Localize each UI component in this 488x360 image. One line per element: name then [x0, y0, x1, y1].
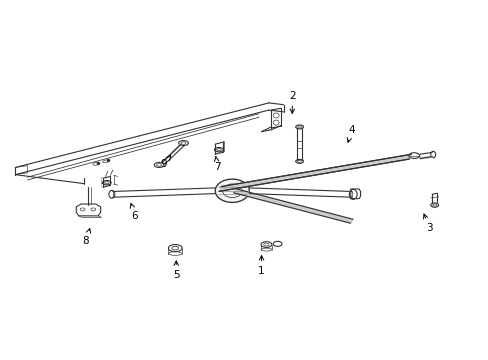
Text: 4: 4 [346, 125, 354, 142]
Text: 7: 7 [214, 157, 221, 172]
Text: 6: 6 [130, 203, 138, 221]
Text: 3: 3 [423, 214, 432, 233]
Polygon shape [219, 154, 410, 192]
Text: 1: 1 [258, 256, 264, 276]
Text: 8: 8 [82, 229, 90, 246]
Polygon shape [233, 189, 352, 223]
Ellipse shape [215, 179, 249, 202]
Text: 5: 5 [173, 261, 179, 280]
Text: 9: 9 [161, 156, 170, 169]
Text: 2: 2 [288, 91, 295, 113]
